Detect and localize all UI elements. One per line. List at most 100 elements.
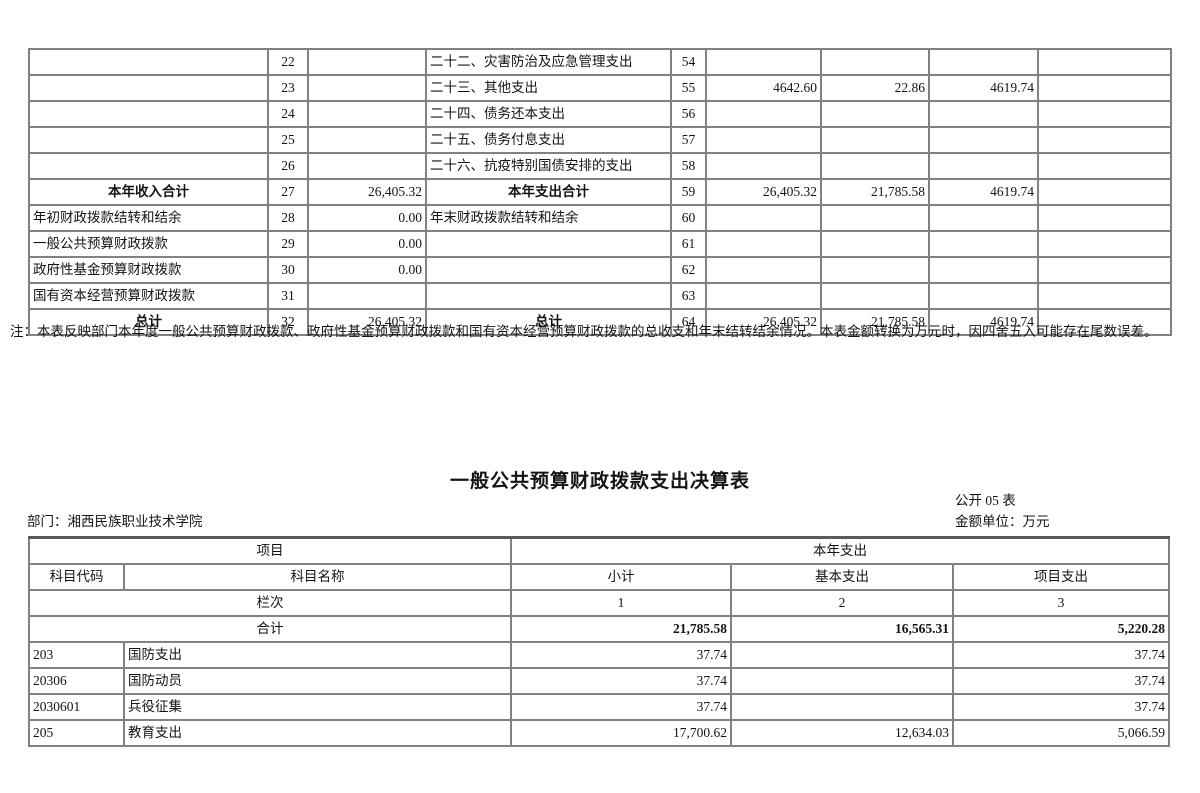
left-line-number: 30	[267, 256, 309, 284]
left-line-number: 25	[267, 126, 309, 154]
column-index-label: 栏次	[28, 589, 512, 617]
right-amount-extra	[1037, 48, 1172, 76]
table-row: 国有资本经营预算财政拨款 31 63	[28, 282, 1172, 310]
table-row: 2030601 兵役征集 37.74 37.74	[28, 693, 1171, 721]
income-expenditure-summary-table: 22 二十二、灾害防治及应急管理支出 54 23 二十三、其他支出 55 4642.60 22…	[28, 48, 1172, 336]
total-project: 5,220.28	[951, 615, 1171, 643]
left-item-label	[28, 100, 269, 128]
total-subtotal: 21,785.58	[510, 615, 732, 643]
right-amount-extra	[1037, 100, 1172, 128]
header-row-group: 项目 本年支出	[28, 536, 1171, 565]
department-label: 部门：湘西民族职业技术学院	[27, 514, 203, 529]
subtotal-amount: 37.74	[510, 667, 732, 695]
right-amount-extra	[1037, 204, 1172, 232]
right-amount-total	[705, 282, 822, 310]
right-amount-total	[705, 204, 822, 232]
right-amount-basic	[820, 152, 930, 180]
basic-expense-amount	[730, 667, 954, 695]
left-line-number: 31	[267, 282, 309, 310]
basic-expense-amount	[730, 641, 954, 669]
header-basic-expense: 基本支出	[730, 563, 954, 591]
right-amount-basic	[820, 230, 930, 258]
subject-code: 20306	[28, 667, 125, 695]
right-amount-total: 4642.60	[705, 74, 822, 102]
right-item-label	[425, 256, 672, 284]
left-item-label	[28, 152, 269, 180]
left-line-number: 26	[267, 152, 309, 180]
table-code-label: 公开 05 表	[955, 493, 1016, 508]
right-amount-project	[928, 230, 1039, 258]
right-amount-basic	[820, 256, 930, 284]
subject-name: 国防支出	[123, 641, 512, 669]
right-amount-extra	[1037, 178, 1172, 206]
header-project: 项目	[28, 536, 512, 565]
right-line-number: 55	[670, 74, 707, 102]
left-amount: 0.00	[307, 230, 427, 258]
left-amount: 0.00	[307, 204, 427, 232]
left-amount	[307, 48, 427, 76]
header-project-expense: 项目支出	[951, 563, 1171, 591]
left-line-number: 28	[267, 204, 309, 232]
right-item-label: 本年支出合计	[425, 178, 672, 206]
header-subtotal: 小计	[510, 563, 732, 591]
right-line-number: 64	[670, 308, 707, 336]
left-line-number: 29	[267, 230, 309, 258]
right-amount-basic: 22.86	[820, 74, 930, 102]
right-line-number: 62	[670, 256, 707, 284]
general-budget-expenditure-table: 项目 本年支出 科目代码 科目名称 小计 基本支出 项目支出 栏次 1 2 3 …	[28, 536, 1171, 747]
table-row: 203 国防支出 37.74 37.74	[28, 641, 1171, 669]
right-amount-project	[928, 126, 1039, 154]
right-amount-total	[705, 48, 822, 76]
project-expense-amount: 37.74	[951, 693, 1171, 721]
left-amount	[307, 282, 427, 310]
table-row: 26 二十六、抗疫特别国债安排的支出 58	[28, 152, 1172, 180]
right-amount-project	[928, 152, 1039, 180]
left-amount: 0.00	[307, 256, 427, 284]
basic-expense-amount: 12,634.03	[730, 719, 954, 747]
right-amount-basic	[820, 48, 930, 76]
right-amount-project	[928, 204, 1039, 232]
column-index-row: 栏次 1 2 3	[28, 589, 1171, 617]
top-table-body: 22 二十二、灾害防治及应急管理支出 54 23 二十三、其他支出 55 4642.60 22…	[28, 48, 1172, 336]
right-item-label	[425, 282, 672, 310]
basic-expense-amount	[730, 693, 954, 721]
right-amount-project: 4619.74	[928, 308, 1039, 336]
left-line-number: 27	[267, 178, 309, 206]
right-amount-extra	[1037, 152, 1172, 180]
right-amount-project	[928, 256, 1039, 284]
right-amount-total: 26,405.32	[705, 308, 822, 336]
left-item-label: 国有资本经营预算财政拨款	[28, 282, 269, 310]
subtotal-amount: 37.74	[510, 641, 732, 669]
right-amount-basic	[820, 126, 930, 154]
right-amount-project: 4619.74	[928, 74, 1039, 102]
right-item-label: 二十四、债务还本支出	[425, 100, 672, 128]
right-amount-total	[705, 126, 822, 154]
table-row: 一般公共预算财政拨款 29 0.00 61	[28, 230, 1172, 258]
right-amount-project	[928, 100, 1039, 128]
page-title: 一般公共预算财政拨款支出决算表	[449, 471, 750, 492]
left-line-number: 24	[267, 100, 309, 128]
left-item-label: 总计	[28, 308, 269, 336]
right-amount-extra	[1037, 308, 1172, 336]
left-line-number: 22	[267, 48, 309, 76]
right-amount-project	[928, 282, 1039, 310]
header-row-columns: 科目代码 科目名称 小计 基本支出 项目支出	[28, 563, 1171, 591]
right-amount-extra	[1037, 74, 1172, 102]
left-item-label	[28, 126, 269, 154]
column-index-2: 2	[730, 589, 954, 617]
right-item-label: 二十六、抗疫特别国债安排的支出	[425, 152, 672, 180]
right-amount-basic	[820, 282, 930, 310]
right-line-number: 59	[670, 178, 707, 206]
left-item-label: 政府性基金预算财政拨款	[28, 256, 269, 284]
right-item-label: 二十五、债务付息支出	[425, 126, 672, 154]
left-amount: 26,405.32	[307, 308, 427, 336]
right-line-number: 63	[670, 282, 707, 310]
right-line-number: 54	[670, 48, 707, 76]
subject-name: 教育支出	[123, 719, 512, 747]
left-amount	[307, 152, 427, 180]
right-line-number: 61	[670, 230, 707, 258]
table-row: 总计 32 26,405.32 总计 64 26,405.32 21,785.58 4619.…	[28, 308, 1172, 336]
left-amount	[307, 74, 427, 102]
left-item-label: 本年收入合计	[28, 178, 269, 206]
right-amount-basic: 21,785.58	[820, 178, 930, 206]
